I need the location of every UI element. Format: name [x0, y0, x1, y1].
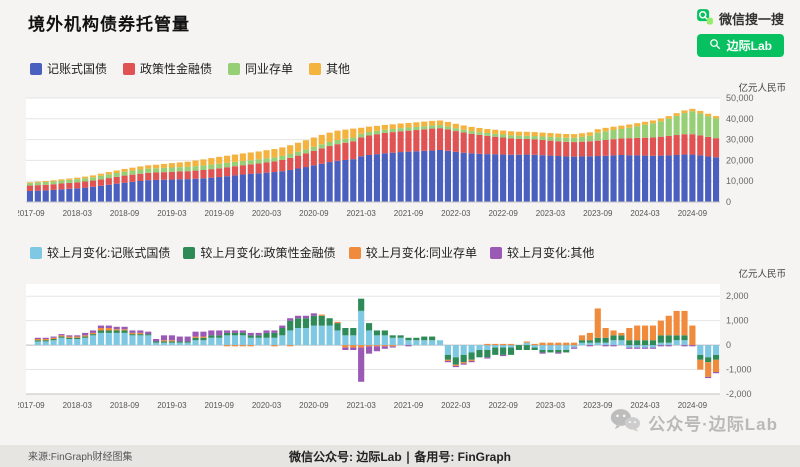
svg-text:0: 0	[726, 197, 731, 207]
svg-text:2020-03: 2020-03	[252, 401, 282, 410]
svg-text:2018-03: 2018-03	[63, 209, 93, 218]
legend-top: 记账式国债 政策性金融债 同业存单 其他	[30, 60, 350, 77]
svg-text:2018-09: 2018-09	[110, 209, 140, 218]
legend-item: 政策性金融债	[123, 60, 212, 77]
legend-swatch	[123, 62, 136, 75]
legend-swatch	[30, 62, 42, 75]
svg-text:2019-03: 2019-03	[157, 209, 187, 218]
legend-label: 记账式国债	[47, 62, 108, 76]
svg-text:2019-09: 2019-09	[205, 209, 235, 218]
legend-swatch	[228, 62, 241, 75]
page-title: 境外机构债券托管量	[28, 15, 190, 34]
legend-label: 其他	[326, 62, 351, 76]
svg-text:2021-03: 2021-03	[346, 209, 376, 218]
legend-item: 同业存单	[228, 60, 293, 77]
svg-text:2020-09: 2020-09	[299, 209, 329, 218]
watermark-label: 公众号·边际Lab	[648, 415, 778, 434]
svg-text:2023-09: 2023-09	[583, 209, 613, 218]
svg-text:2022-09: 2022-09	[488, 209, 518, 218]
svg-text:2021-09: 2021-09	[394, 209, 424, 218]
legend-item: 较上月变化:同业存单	[348, 244, 478, 261]
svg-text:2023-09: 2023-09	[583, 401, 613, 410]
legend-label: 政策性金融债	[140, 62, 213, 76]
svg-text:2024-09: 2024-09	[678, 401, 708, 410]
svg-text:2020-03: 2020-03	[252, 209, 282, 218]
svg-text:2021-09: 2021-09	[394, 401, 424, 410]
svg-text:亿元人民币: 亿元人民币	[738, 268, 786, 280]
svg-text:2022-03: 2022-03	[441, 401, 471, 410]
svg-text:2021-03: 2021-03	[346, 401, 376, 410]
legend-swatch	[490, 246, 503, 259]
legend-swatch	[30, 246, 42, 259]
legend-item: 其他	[309, 60, 350, 77]
svg-text:1,000: 1,000	[726, 316, 749, 326]
svg-text:-1,000: -1,000	[726, 365, 752, 375]
svg-text:2019-09: 2019-09	[205, 401, 235, 410]
svg-text:2024-03: 2024-03	[630, 401, 660, 410]
watermark: 公众号·边际Lab	[610, 408, 778, 437]
svg-text:2019-03: 2019-03	[157, 401, 187, 410]
monthly-change-stacked-bar-chart: 2,000 1,000 0 -1,000 -2,000 亿元人民币 2017-09 2018-…	[18, 268, 786, 410]
wechat-logo-icon	[610, 408, 641, 437]
legend-swatch	[348, 246, 361, 259]
wechat-account-button[interactable]: 边际Lab	[696, 34, 784, 57]
svg-text:10,000: 10,000	[726, 176, 754, 186]
svg-text:-2,000: -2,000	[726, 389, 752, 399]
footer-bar: 微信公众号: 边际Lab ∣ 备用号: FinGraph	[0, 445, 800, 467]
legend-item: 记账式国债	[30, 60, 107, 77]
svg-text:2023-03: 2023-03	[536, 209, 566, 218]
svg-text:2020-09: 2020-09	[299, 401, 329, 410]
svg-text:2022-09: 2022-09	[488, 401, 518, 410]
wechat-search-icon	[696, 8, 714, 29]
legend-label: 较上月变化:同业存单	[365, 246, 478, 260]
search-icon	[709, 38, 721, 53]
svg-text:40,000: 40,000	[726, 114, 754, 124]
svg-text:2023-03: 2023-03	[536, 401, 566, 410]
legend-label: 较上月变化:记账式国债	[47, 246, 171, 260]
svg-text:2024-09: 2024-09	[678, 209, 708, 218]
legend-label: 同业存单	[245, 62, 294, 76]
svg-text:亿元人民币: 亿元人民币	[738, 82, 786, 94]
wechat-account-button-label: 边际Lab	[726, 39, 772, 53]
svg-text:30,000: 30,000	[726, 135, 754, 145]
svg-text:50,000: 50,000	[726, 93, 754, 103]
legend-swatch	[183, 246, 196, 259]
legend-item: 较上月变化:其他	[490, 244, 594, 261]
legend-label: 较上月变化:其他	[507, 246, 595, 260]
legend-label: 较上月变化:政策性金融债	[200, 246, 336, 260]
wechat-search-row: 微信搜一搜	[696, 8, 784, 29]
svg-text:2017-09: 2017-09	[18, 209, 45, 218]
svg-text:2018-09: 2018-09	[110, 401, 140, 410]
svg-text:2,000: 2,000	[726, 291, 749, 301]
svg-text:20,000: 20,000	[726, 155, 754, 165]
legend-item: 较上月变化:记账式国债	[30, 244, 170, 261]
svg-text:2024-03: 2024-03	[630, 209, 660, 218]
svg-text:2017-09: 2017-09	[18, 401, 45, 410]
legend-item: 较上月变化:政策性金融债	[183, 244, 336, 261]
svg-text:2018-03: 2018-03	[63, 401, 93, 410]
svg-text:0: 0	[726, 340, 731, 350]
footer-text: 微信公众号: 边际Lab ∣ 备用号: FinGraph	[289, 449, 511, 464]
legend-bottom: 较上月变化:记账式国债 较上月变化:政策性金融债 较上月变化:同业存单 较上月变化:其…	[30, 244, 594, 261]
wechat-search-block: 微信搜一搜 边际Lab	[696, 8, 784, 57]
legend-swatch	[309, 62, 322, 75]
wechat-search-label: 微信搜一搜	[718, 12, 784, 27]
source-note: 来源:FinGraph财经图集	[28, 452, 133, 463]
svg-text:2022-03: 2022-03	[441, 209, 471, 218]
